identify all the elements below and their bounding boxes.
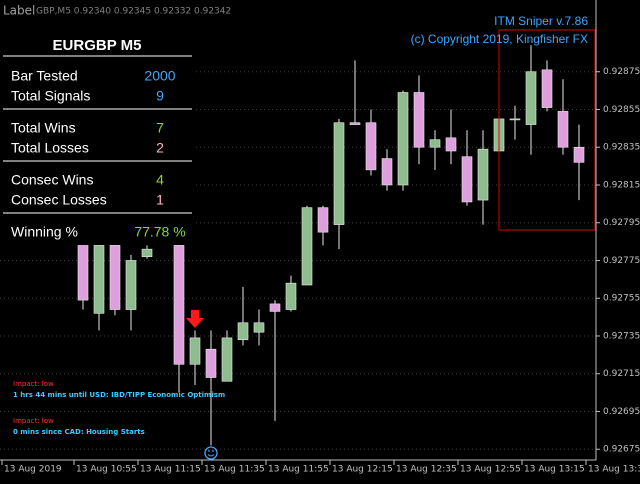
stat-value: 9 — [156, 88, 164, 104]
stat-label: Total Wins — [11, 120, 76, 136]
y-tick-label: 0.92775 — [603, 256, 640, 266]
x-tick-label: 13 Aug 13:35 — [588, 465, 640, 475]
candle-body — [477, 148, 489, 201]
brand-name: ITM Sniper v.7.86 — [494, 14, 588, 28]
x-tick-label: 13 Aug 11:55 — [268, 465, 329, 475]
candle-body — [285, 282, 297, 310]
x-tick-label: 13 Aug 13:15 — [524, 465, 585, 475]
y-tick-label: 0.92715 — [603, 369, 640, 379]
y-tick-label: 0.92815 — [603, 180, 640, 190]
candle-body — [173, 245, 185, 365]
stat-label: Bar Tested — [11, 68, 78, 84]
news-text: 0 mins since CAD: Housing Starts — [13, 428, 145, 436]
sell-arrow — [186, 310, 204, 328]
chart-header: GBP,M5 0.92340 0.92345 0.92332 0.92342 — [36, 7, 231, 17]
candle-body — [525, 71, 537, 125]
candle-body — [269, 303, 281, 312]
candle-body — [141, 248, 153, 258]
stat-label: Consec Wins — [11, 172, 93, 188]
candle-body — [205, 348, 217, 378]
candle-body — [125, 260, 137, 310]
stats-panel: Label GBP,M5 0.92340 0.92345 0.92332 0.9… — [0, 0, 231, 245]
stat-label: Consec Losses — [11, 192, 107, 208]
candle-body — [221, 337, 233, 382]
candle-body — [429, 139, 441, 148]
y-tick-label: 0.92795 — [603, 218, 640, 228]
x-tick-label: 13 Aug 12:35 — [396, 465, 457, 475]
smiley-icon — [204, 446, 218, 460]
candle-body — [461, 156, 473, 203]
candle-body — [301, 207, 313, 286]
chart-label: Label — [3, 4, 35, 18]
x-tick-label: 13 Aug 12:55 — [460, 465, 521, 475]
news-impact: Impact: low — [13, 380, 54, 388]
x-tick-label: 13 Aug 11:35 — [204, 465, 265, 475]
stat-label: Winning % — [11, 224, 78, 240]
candle-body — [413, 92, 425, 148]
candle-body — [445, 137, 457, 152]
stat-value: 2 — [156, 140, 164, 156]
y-tick-label: 0.92675 — [603, 445, 640, 455]
y-tick-label: 0.92735 — [603, 331, 640, 341]
y-tick-label: 0.92855 — [603, 105, 640, 115]
news-text: 1 hrs 44 mins until USD: IBD/TIPP Econom… — [13, 391, 225, 399]
stat-value: 77.78 % — [134, 224, 185, 240]
stat-value: 2000 — [144, 68, 175, 84]
panel-title: EURGBP M5 — [53, 37, 142, 54]
candle-body — [253, 322, 265, 333]
stat-value: 7 — [156, 120, 164, 136]
candle-body — [77, 239, 89, 301]
x-tick-label: 13 Aug 12:15 — [332, 465, 393, 475]
candle-body — [573, 146, 585, 163]
x-tick-label: 13 Aug 2019 — [4, 465, 62, 475]
candle-body — [381, 158, 393, 186]
stat-value: 4 — [156, 172, 164, 188]
candle-body — [365, 122, 377, 171]
brand-copyright: (c) Copyright 2019, Kingfisher FX — [411, 32, 588, 46]
candle-body — [349, 122, 361, 125]
candle-body — [557, 111, 569, 148]
candle-body — [237, 322, 249, 341]
candle-body — [109, 245, 121, 310]
candle-body — [93, 245, 105, 314]
news-impact: Impact: low — [13, 417, 54, 425]
candle-body — [189, 337, 201, 365]
candles — [77, 45, 585, 446]
stat-label: Total Signals — [11, 88, 90, 104]
y-tick-label: 0.92755 — [603, 294, 640, 304]
candle-body — [317, 207, 329, 233]
stat-label: Total Losses — [11, 140, 89, 156]
candle-body — [509, 118, 521, 121]
panel-background — [0, 0, 195, 245]
candle-body — [333, 122, 345, 225]
stat-value: 1 — [156, 192, 164, 208]
signal-box — [498, 29, 596, 231]
x-tick-label: 13 Aug 10:55 — [76, 465, 137, 475]
y-tick-label: 0.92835 — [603, 143, 640, 153]
candle-body — [397, 92, 409, 186]
candle-body — [541, 69, 553, 108]
y-tick-label: 0.92695 — [603, 407, 640, 417]
y-tick-label: 0.92875 — [603, 67, 640, 77]
x-tick-label: 13 Aug 11:15 — [140, 465, 201, 475]
